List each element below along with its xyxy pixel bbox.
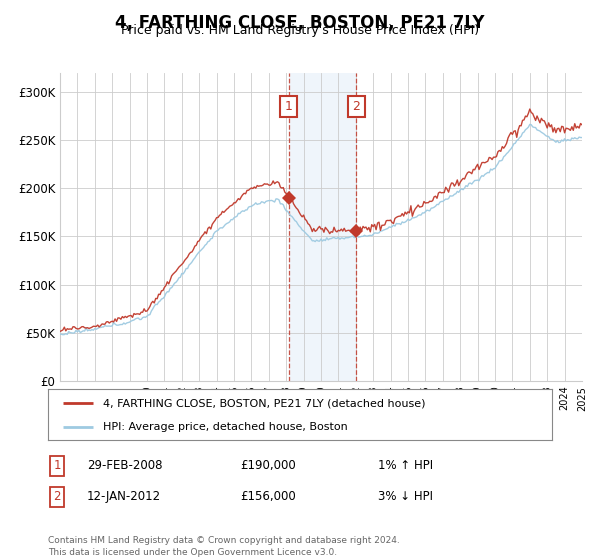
Text: 2: 2 <box>53 490 61 503</box>
Text: 1: 1 <box>53 459 61 473</box>
Text: 1% ↑ HPI: 1% ↑ HPI <box>378 459 433 473</box>
Text: HPI: Average price, detached house, Boston: HPI: Average price, detached house, Bost… <box>103 422 348 432</box>
Text: 1: 1 <box>285 100 293 113</box>
Text: 29-FEB-2008: 29-FEB-2008 <box>87 459 163 473</box>
Text: £190,000: £190,000 <box>240 459 296 473</box>
Text: 12-JAN-2012: 12-JAN-2012 <box>87 490 161 503</box>
Text: 2: 2 <box>353 100 361 113</box>
Text: £156,000: £156,000 <box>240 490 296 503</box>
Bar <box>289 73 356 381</box>
Text: 3% ↓ HPI: 3% ↓ HPI <box>378 490 433 503</box>
Text: Contains HM Land Registry data © Crown copyright and database right 2024.
This d: Contains HM Land Registry data © Crown c… <box>48 536 400 557</box>
Text: Price paid vs. HM Land Registry's House Price Index (HPI): Price paid vs. HM Land Registry's House … <box>121 24 479 37</box>
Text: 4, FARTHING CLOSE, BOSTON, PE21 7LY: 4, FARTHING CLOSE, BOSTON, PE21 7LY <box>115 14 485 32</box>
Text: 4, FARTHING CLOSE, BOSTON, PE21 7LY (detached house): 4, FARTHING CLOSE, BOSTON, PE21 7LY (det… <box>103 398 426 408</box>
